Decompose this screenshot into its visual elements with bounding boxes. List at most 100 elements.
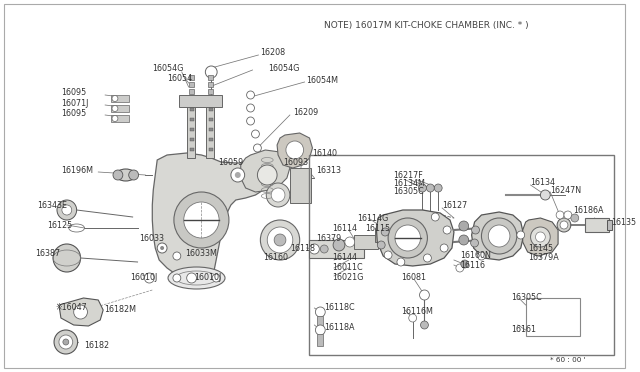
Circle shape [286,141,303,159]
Circle shape [536,232,545,242]
Circle shape [531,227,550,247]
Circle shape [556,211,564,219]
Circle shape [488,225,510,247]
Circle shape [459,221,468,231]
Circle shape [426,184,435,192]
Circle shape [174,192,229,248]
Bar [209,128,213,131]
Circle shape [246,117,255,125]
Circle shape [420,290,429,300]
Text: 16010J: 16010J [130,273,157,282]
Text: 16127: 16127 [442,201,467,209]
Bar [317,334,323,346]
Circle shape [397,258,405,266]
Bar [189,82,193,87]
Text: 16054G: 16054G [152,64,184,73]
Text: 16054G: 16054G [268,64,300,73]
Circle shape [378,241,385,249]
Text: 16115: 16115 [365,224,390,232]
Circle shape [431,213,439,221]
Polygon shape [472,212,524,260]
Bar [354,235,378,249]
Circle shape [53,244,81,272]
Polygon shape [277,133,312,168]
Circle shape [157,243,167,253]
Text: ※16047: ※16047 [55,302,87,311]
Text: 16118: 16118 [290,244,315,253]
Bar [290,168,312,203]
Circle shape [440,244,448,252]
Text: 16343E: 16343E [37,201,67,209]
Circle shape [459,235,468,245]
Bar [607,220,612,230]
Bar [189,148,193,151]
Text: 16387: 16387 [35,248,61,257]
Circle shape [345,237,355,247]
Text: 16140: 16140 [312,148,337,157]
Circle shape [571,214,579,222]
Circle shape [320,245,328,253]
Text: 16305C: 16305C [511,294,541,302]
Text: 16021G: 16021G [332,273,364,282]
Bar [189,75,193,80]
Text: 16134: 16134 [531,177,556,186]
Circle shape [112,96,118,102]
Text: 16160: 16160 [263,253,289,263]
Circle shape [173,274,180,282]
Bar [317,316,323,328]
Circle shape [540,190,550,200]
Text: 16054: 16054 [167,74,192,83]
Text: 16125: 16125 [47,221,72,230]
Text: 16054M: 16054M [307,76,339,84]
Bar [208,75,213,80]
Bar [189,118,193,121]
Text: NOTE) 16017M KIT-CHOKE CHAMBER (INC. * ): NOTE) 16017M KIT-CHOKE CHAMBER (INC. * ) [324,20,529,29]
Polygon shape [241,150,290,192]
Bar [189,138,193,141]
Circle shape [112,115,118,122]
Circle shape [54,330,77,354]
Text: * 60 : 00 ': * 60 : 00 ' [550,357,586,363]
Bar [310,155,614,355]
Circle shape [231,168,244,182]
Circle shape [271,188,285,202]
Circle shape [384,251,392,259]
Circle shape [456,264,464,272]
Text: 16011C: 16011C [332,263,363,273]
Text: 16135: 16135 [611,218,636,227]
Circle shape [316,307,325,317]
Bar [209,148,213,151]
Text: 16033M: 16033M [185,248,216,257]
Bar [310,240,364,258]
Text: 16116M: 16116M [401,308,433,317]
Circle shape [62,205,72,215]
Bar [111,95,129,102]
Circle shape [517,231,525,239]
Bar [111,105,129,112]
Text: 16145: 16145 [529,244,554,253]
Circle shape [564,211,572,219]
Bar [584,218,609,232]
Circle shape [388,218,428,258]
Circle shape [145,273,154,283]
Circle shape [74,305,88,319]
Bar [525,298,580,336]
Circle shape [129,170,138,180]
Text: 16182M: 16182M [104,305,136,314]
Circle shape [435,184,442,192]
Circle shape [260,220,300,260]
Text: 16313: 16313 [316,166,341,174]
Text: 16095: 16095 [61,109,86,118]
Bar [189,89,193,94]
Circle shape [443,226,451,234]
Circle shape [113,170,123,180]
Circle shape [481,218,517,254]
Text: 16379: 16379 [316,234,342,243]
Polygon shape [523,218,558,256]
Circle shape [419,184,426,192]
Circle shape [470,239,479,247]
Circle shape [268,227,292,253]
Bar [179,95,222,107]
Text: 16093: 16093 [283,157,308,167]
Bar [189,108,193,111]
